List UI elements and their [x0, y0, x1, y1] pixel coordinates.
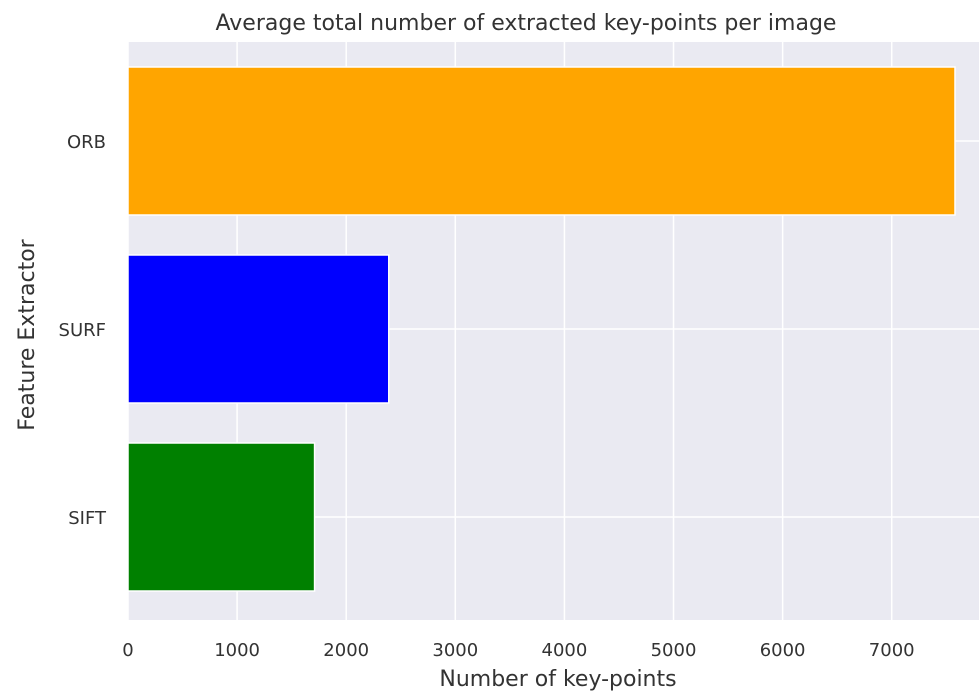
x-tick-label: 5000	[651, 640, 697, 661]
y-axis-label: Feature Extractor	[15, 238, 40, 430]
x-tick-label: 7000	[869, 640, 915, 661]
chart-title: Average total number of extracted key-po…	[216, 11, 837, 36]
bars	[127, 66, 956, 592]
y-tick-label: SIFT	[68, 508, 107, 529]
x-axis-ticks: 0 1000 2000 3000 4000 5000 6000 7000	[122, 640, 914, 661]
x-tick-label: 2000	[323, 640, 369, 661]
y-tick-label: SURF	[59, 320, 106, 341]
x-tick-label: 6000	[760, 640, 806, 661]
bar-orb	[127, 66, 956, 216]
x-tick-label: 0	[122, 640, 133, 661]
x-tick-label: 1000	[214, 640, 260, 661]
bar-sift	[127, 442, 316, 592]
bar-surf	[127, 254, 390, 404]
x-axis-label: Number of key-points	[439, 667, 676, 692]
x-tick-label: 4000	[542, 640, 588, 661]
y-axis-ticks: SIFT SURF ORB	[59, 132, 107, 529]
x-tick-label: 3000	[432, 640, 478, 661]
y-tick-label: ORB	[67, 132, 106, 153]
